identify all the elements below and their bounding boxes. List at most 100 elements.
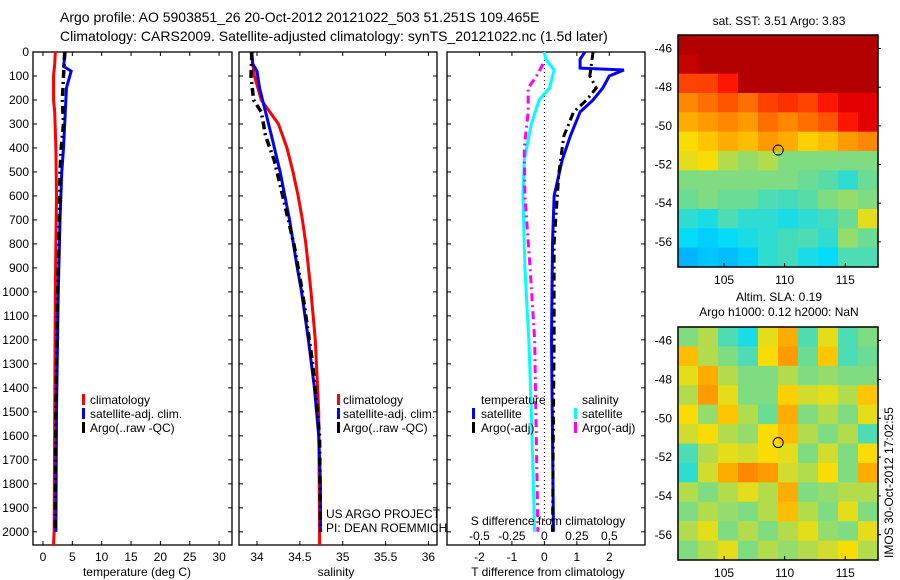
map-cell — [718, 54, 739, 75]
argo-location-marker — [772, 144, 784, 156]
y-tick-label: 200 — [9, 93, 29, 107]
map-cell — [818, 112, 839, 133]
map-cell — [798, 482, 819, 503]
map-cell — [738, 228, 759, 249]
map-cell — [718, 327, 739, 347]
map-cell — [818, 424, 839, 444]
map-cell — [858, 247, 879, 268]
map-cell — [858, 462, 879, 483]
map-cell — [818, 35, 839, 55]
map-cell — [798, 151, 819, 171]
map-cell — [738, 209, 759, 229]
map-cell — [678, 462, 699, 483]
series-line-salinity-argo-adj- — [522, 63, 545, 532]
map-cell — [798, 54, 819, 75]
x-tick-label: 34 — [250, 550, 264, 564]
map-cell — [858, 424, 879, 444]
map-cell — [778, 189, 799, 210]
map-cell — [818, 482, 839, 503]
map-cell — [798, 346, 819, 367]
map-cell — [778, 209, 799, 229]
map-cell — [778, 424, 799, 444]
s-tick-label: -0.25 — [498, 529, 526, 543]
map-cell — [718, 424, 739, 444]
lon-tick-label: 105 — [714, 566, 734, 580]
temperature-legend: climatology satellite-adj. clim. Argo(..… — [82, 393, 182, 435]
map-cell — [718, 93, 739, 113]
map-cell — [738, 404, 759, 425]
map-cell — [858, 365, 879, 386]
y-tick-label: 1900 — [2, 501, 29, 515]
y-tick-label: 1800 — [2, 477, 29, 491]
imos-timestamp: IMOS 30-Oct-2012 17:02:55 — [882, 407, 896, 558]
map-cell — [758, 54, 779, 75]
map-cell — [738, 189, 759, 210]
sla-map-title: Altim. SLA: 0.19 — [736, 290, 822, 304]
figure-title-line1: Argo profile: AO 5903851_26 20-Oct-2012 … — [60, 9, 540, 25]
map-cell — [738, 501, 759, 522]
y-tick-label: 400 — [9, 141, 29, 155]
y-tick-label: 1100 — [3, 309, 29, 323]
legend-label: satellite — [582, 407, 623, 421]
x-tick-label: -2 — [474, 550, 485, 564]
map-cell — [778, 35, 799, 55]
map-cell — [818, 247, 839, 268]
series-line-temperature-satellite — [550, 51, 625, 532]
series-line-temperature-argo-adj- — [550, 51, 599, 532]
x-tick-label: 36 — [422, 550, 436, 564]
legend-swatch-t-argo — [472, 422, 475, 433]
map-cell — [798, 170, 819, 191]
map-cell — [738, 327, 759, 347]
map-cell — [758, 209, 779, 229]
map-cell — [698, 73, 719, 94]
map-cell — [738, 73, 759, 94]
map-cell — [838, 228, 859, 249]
map-cell — [718, 385, 739, 406]
salinity-legend: climatology satellite-adj. clim. Argo(..… — [326, 393, 447, 535]
y-tick-label: 1500 — [2, 405, 29, 419]
lat-tick-label: -48 — [655, 80, 673, 94]
map-cell — [838, 93, 859, 113]
map-cell — [798, 404, 819, 425]
legend-swatch-climatology — [82, 394, 85, 405]
map-cell — [678, 54, 699, 75]
legend-swatch-argo — [337, 422, 340, 433]
map-cell — [858, 170, 879, 191]
map-cell — [798, 521, 819, 542]
map-cell — [718, 209, 739, 229]
map-cell — [678, 482, 699, 503]
lat-tick-label: -50 — [655, 411, 673, 425]
map-cell — [778, 151, 799, 171]
map-cell — [798, 443, 819, 464]
x-tick-label: 10 — [95, 550, 109, 564]
map-cell — [818, 131, 839, 152]
map-cell — [738, 482, 759, 503]
sla-map-subtitle: Argo h1000: 0.12 h2000: NaN — [699, 305, 858, 319]
lon-tick-label: 105 — [714, 273, 734, 287]
map-cell — [698, 151, 719, 171]
legend-label: Argo(..raw -QC) — [343, 421, 428, 435]
map-cell — [778, 385, 799, 406]
map-cell — [798, 327, 819, 347]
map-cell — [838, 73, 859, 94]
map-cell — [718, 404, 739, 425]
map-cell — [818, 151, 839, 171]
map-cell — [718, 228, 739, 249]
temperature-panel: 0100200300400500600700800900100011001200… — [2, 45, 233, 564]
map-cell — [678, 501, 699, 522]
legend-swatch-argo — [82, 422, 85, 433]
lat-tick-label: -48 — [655, 372, 673, 386]
map-cell — [798, 462, 819, 483]
map-cell — [838, 521, 859, 542]
map-cell — [838, 365, 859, 386]
map-cell — [858, 209, 879, 229]
map-cell — [838, 209, 859, 229]
map-cell — [778, 112, 799, 133]
map-cell — [718, 73, 739, 94]
map-cell — [858, 521, 879, 542]
x-tick-label: 35.5 — [374, 550, 398, 564]
map-cell — [698, 35, 719, 55]
lat-tick-label: -46 — [655, 42, 673, 56]
map-cell — [818, 365, 839, 386]
map-cell — [698, 54, 719, 75]
